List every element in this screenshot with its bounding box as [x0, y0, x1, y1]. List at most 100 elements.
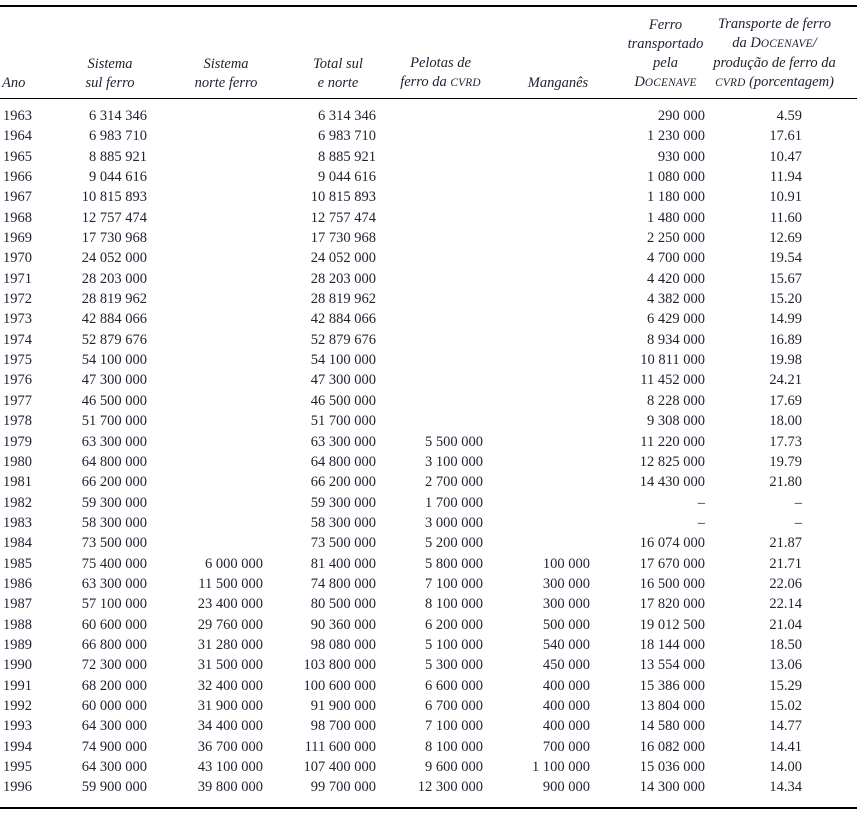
cell-transporte-porcentagem: 21.04 — [769, 616, 802, 633]
cell-pelotas-de-ferro-da-cvrd — [380, 370, 487, 390]
cell-ano: 1977 — [3, 392, 32, 409]
cell-pelotas-de-ferro-da-cvrd — [380, 330, 487, 350]
cell-pelotas-de-ferro-da-cvrd — [380, 147, 487, 167]
table-row: 1964 6 983 710 6 983 710 1 230 000 17.61 — [0, 126, 857, 146]
cell-ferro-transportado-pela-docenave: 10 811 000 — [640, 352, 705, 369]
table-body: 1963 6 314 346 6 314 346 290 000 4.59 1964 6 9… — [0, 99, 857, 808]
cell-total-sul-e-norte: 74 800 000 — [310, 575, 376, 592]
cell-total-sul-e-norte: 81 400 000 — [310, 555, 376, 572]
cell-ano: 1987 — [3, 596, 32, 613]
cell-total-sul-e-norte: 100 600 000 — [303, 677, 377, 694]
cell-ano: 1967 — [3, 189, 32, 206]
cell-total-sul-e-norte: 17 730 968 — [310, 230, 376, 247]
cell-manganes — [487, 228, 593, 248]
cell-total-sul-e-norte: 98 080 000 — [310, 636, 376, 653]
cell-total-sul-e-norte: 12 757 474 — [310, 209, 376, 226]
cell-sistema-norte-ferro: 31 500 000 — [197, 657, 263, 674]
cell-total-sul-e-norte: 107 400 000 — [303, 759, 377, 775]
cell-sistema-norte-ferro — [150, 309, 266, 329]
cell-manganes — [487, 99, 593, 127]
cell-total-sul-e-norte: 64 800 000 — [310, 453, 376, 470]
cell-transporte-porcentagem: 14.34 — [769, 779, 802, 796]
cell-total-sul-e-norte: 98 700 000 — [310, 718, 376, 735]
cell-sistema-norte-ferro — [150, 228, 266, 248]
table-row: 1982 59 300 000 59 300 000 1 700 000 – – — [0, 493, 857, 513]
cell-transporte-porcentagem: 17.69 — [769, 392, 802, 409]
cell-sistema-sul-ferro: 59 300 000 — [81, 494, 147, 511]
cell-transporte-porcentagem: 21.87 — [769, 535, 802, 552]
cell-pelotas-de-ferro-da-cvrd: 3 000 000 — [425, 514, 483, 531]
table-row: 1978 51 700 000 51 700 000 9 308 000 18.00 — [0, 411, 857, 431]
cell-pelotas-de-ferro-da-cvrd: 2 700 000 — [425, 474, 483, 491]
cell-pelotas-de-ferro-da-cvrd — [380, 269, 487, 289]
cell-transporte-porcentagem: 15.02 — [769, 697, 802, 714]
header-line: Ano — [2, 75, 26, 91]
cell-ferro-transportado-pela-docenave: 17 820 000 — [639, 596, 705, 613]
cell-ferro-transportado-pela-docenave: 1 230 000 — [647, 128, 705, 145]
table-row: 1974 52 879 676 52 879 676 8 934 000 16.89 — [0, 330, 857, 350]
table-header: Ano Sistema sul ferro Sistema norte ferr… — [0, 6, 857, 99]
table-row: 1963 6 314 346 6 314 346 290 000 4.59 — [0, 99, 857, 127]
cell-sistema-sul-ferro: 9 044 616 — [89, 169, 147, 186]
cell-sistema-sul-ferro: 42 884 066 — [81, 311, 147, 328]
cell-ferro-transportado-pela-docenave: 4 420 000 — [647, 270, 705, 287]
cell-total-sul-e-norte: 9 044 616 — [318, 169, 376, 186]
cell-sistema-sul-ferro: 57 100 000 — [81, 596, 147, 613]
cell-pelotas-de-ferro-da-cvrd — [380, 411, 487, 431]
cell-total-sul-e-norte: 103 800 000 — [303, 657, 377, 674]
cell-ferro-transportado-pela-docenave: 6 429 000 — [647, 311, 705, 328]
cell-pelotas-de-ferro-da-cvrd: 5 100 000 — [425, 636, 483, 653]
cell-manganes: 1 100 000 — [532, 759, 590, 775]
cell-pelotas-de-ferro-da-cvrd: 3 100 000 — [425, 453, 483, 470]
cell-total-sul-e-norte: 6 314 346 — [318, 108, 376, 124]
table-row: 1965 8 885 921 8 885 921 930 000 10.47 — [0, 147, 857, 167]
cell-manganes — [487, 411, 593, 431]
cell-ferro-transportado-pela-docenave: 14 430 000 — [639, 474, 705, 491]
cell-pelotas-de-ferro-da-cvrd: 5 800 000 — [425, 555, 483, 572]
table-row: 1976 47 300 000 47 300 000 11 452 000 24.21 — [0, 370, 857, 390]
cell-ferro-transportado-pela-docenave: 1 480 000 — [647, 209, 705, 226]
table-row: 1972 28 819 962 28 819 962 4 382 000 15.20 — [0, 289, 857, 309]
cell-pelotas-de-ferro-da-cvrd — [380, 208, 487, 228]
cell-sistema-norte-ferro — [150, 513, 266, 533]
cell-transporte-porcentagem: 19.98 — [769, 352, 802, 369]
table-row: 1992 60 000 000 31 900 000 91 900 000 6 700 … — [0, 696, 857, 716]
header-line: norte ferro — [194, 75, 258, 91]
cell-manganes: 400 000 — [542, 718, 590, 735]
cell-pelotas-de-ferro-da-cvrd: 12 300 000 — [417, 779, 483, 796]
cell-total-sul-e-norte: 46 500 000 — [310, 392, 376, 409]
cell-sistema-sul-ferro: 59 900 000 — [81, 779, 147, 796]
table-row: 1973 42 884 066 42 884 066 6 429 000 14.99 — [0, 309, 857, 329]
cell-total-sul-e-norte: 63 300 000 — [310, 433, 376, 450]
cell-ano: 1986 — [3, 575, 32, 592]
cell-total-sul-e-norte: 54 100 000 — [310, 352, 376, 369]
cell-ferro-transportado-pela-docenave: 16 500 000 — [639, 575, 705, 592]
header-line: produção de ferro da — [713, 55, 836, 71]
cell-sistema-sul-ferro: 46 500 000 — [81, 392, 147, 409]
cell-sistema-sul-ferro: 60 600 000 — [81, 616, 147, 633]
cell-sistema-sul-ferro: 52 879 676 — [81, 331, 147, 348]
table-row: 1966 9 044 616 9 044 616 1 080 000 11.94 — [0, 167, 857, 187]
cell-pelotas-de-ferro-da-cvrd: 7 100 000 — [425, 718, 483, 735]
cell-sistema-sul-ferro: 63 300 000 — [81, 433, 147, 450]
cell-transporte-porcentagem: 14.41 — [769, 738, 802, 755]
cell-ano: 1995 — [3, 759, 32, 775]
cell-ano: 1981 — [3, 474, 32, 491]
cell-manganes — [487, 126, 593, 146]
cell-sistema-norte-ferro: 43 100 000 — [197, 759, 263, 775]
cell-sistema-sul-ferro: 60 000 000 — [81, 697, 147, 714]
cell-sistema-sul-ferro: 24 052 000 — [81, 250, 147, 267]
cell-sistema-norte-ferro — [150, 391, 266, 411]
cell-manganes: 700 000 — [542, 738, 590, 755]
cell-manganes — [487, 472, 593, 492]
cell-manganes: 400 000 — [542, 697, 590, 714]
cell-ferro-transportado-pela-docenave: 4 382 000 — [647, 291, 705, 308]
cell-sistema-sul-ferro: 8 885 921 — [89, 148, 147, 165]
cell-total-sul-e-norte: 80 500 000 — [310, 596, 376, 613]
cell-manganes — [487, 513, 593, 533]
cell-sistema-norte-ferro: 31 900 000 — [197, 697, 263, 714]
col-header-sistema-norte-ferro: Sistema norte ferro — [150, 6, 266, 99]
cell-transporte-porcentagem: 19.54 — [769, 250, 802, 267]
header-line: sul ferro — [85, 75, 135, 91]
cell-transporte-porcentagem: 16.89 — [769, 331, 802, 348]
